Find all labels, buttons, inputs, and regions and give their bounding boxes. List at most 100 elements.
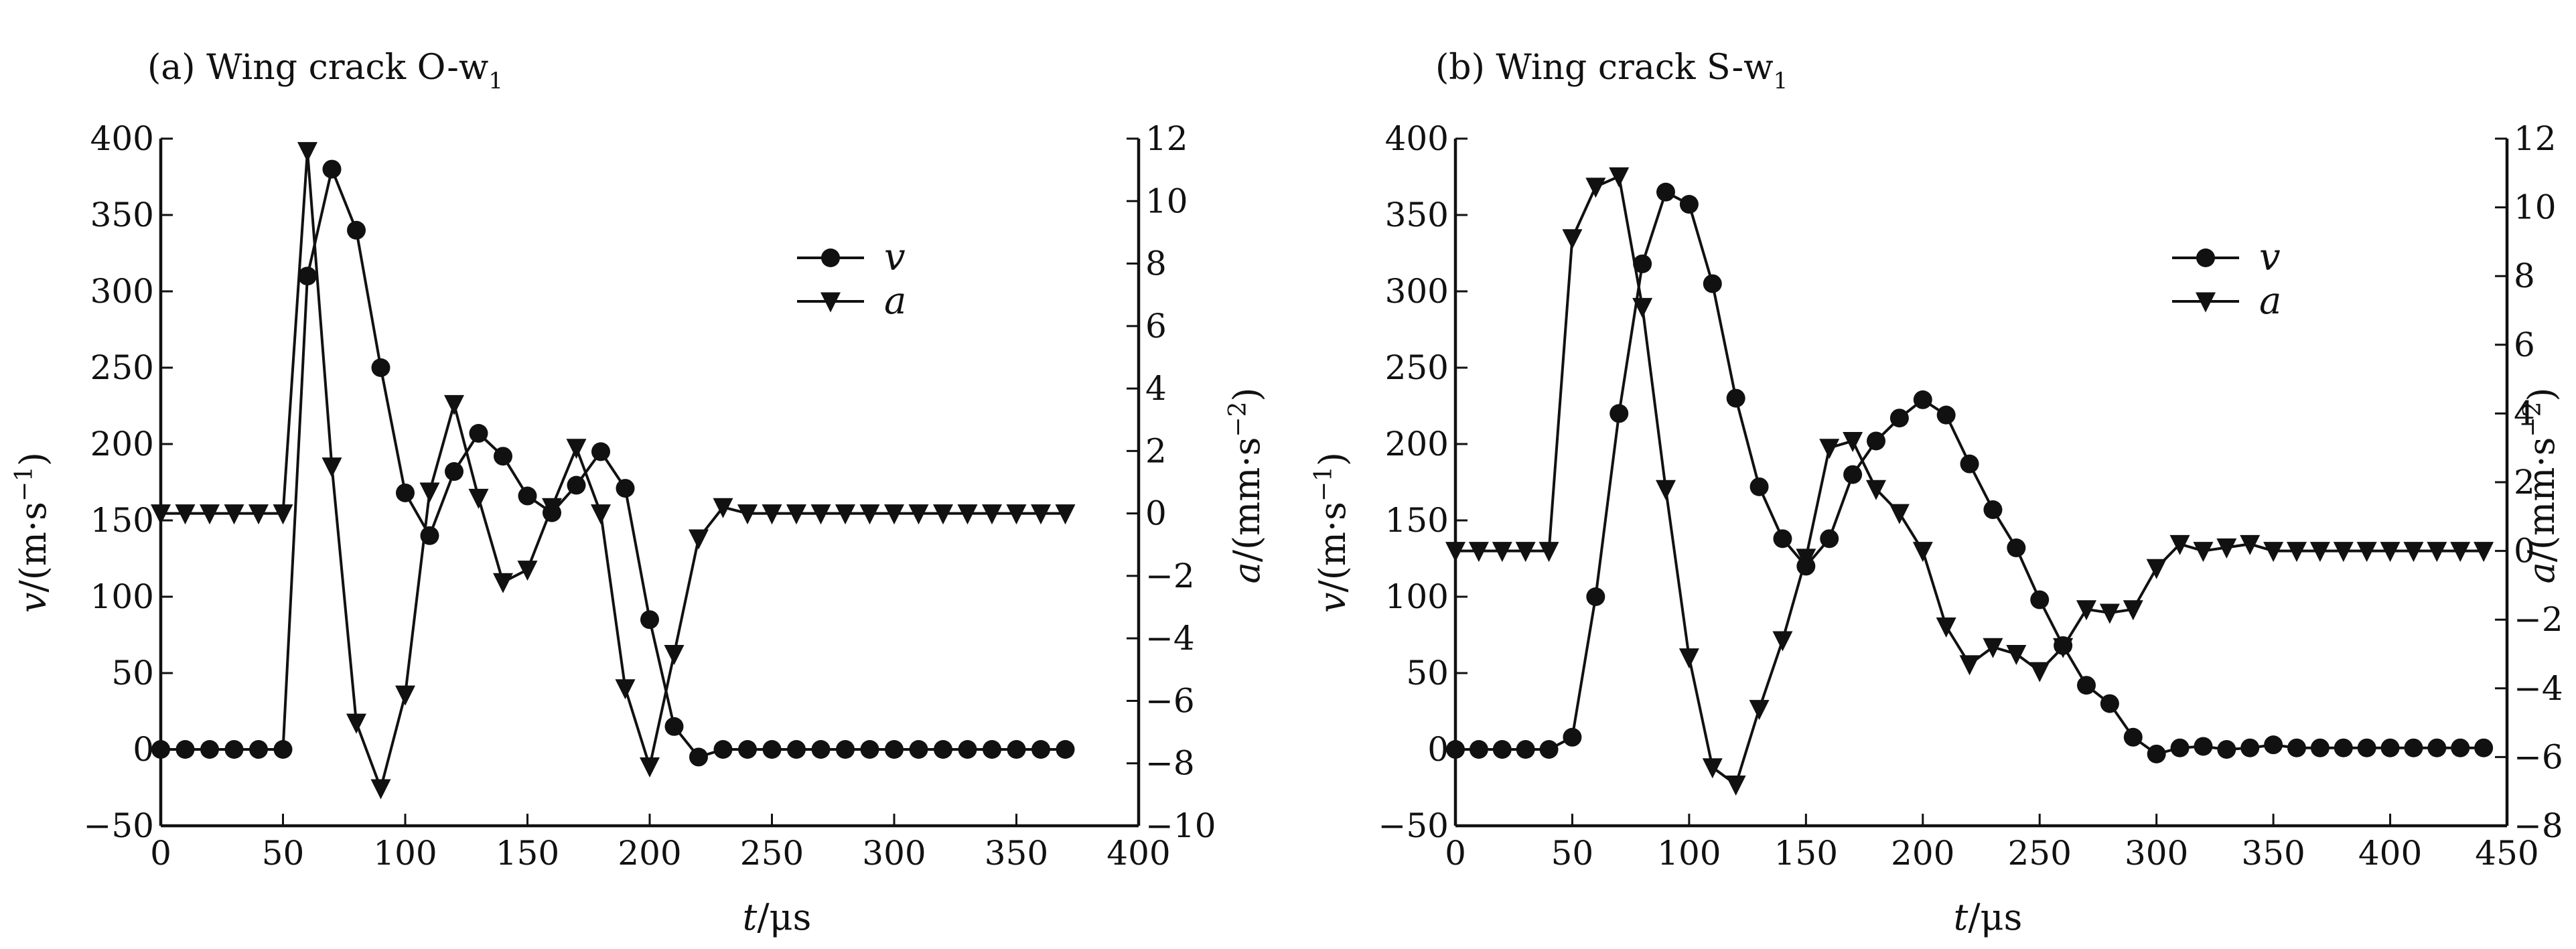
- data-point-a: [2450, 542, 2471, 563]
- data-point-v: [2427, 738, 2447, 757]
- y-left-tick-label: 100: [1385, 577, 1449, 616]
- data-point-a: [2403, 542, 2424, 563]
- data-point-a: [2309, 542, 2330, 563]
- data-point-a: [370, 779, 391, 800]
- data-point-a: [1055, 504, 1076, 525]
- data-point-v: [885, 740, 904, 759]
- data-point-a: [933, 504, 953, 525]
- data-point-a: [884, 504, 904, 525]
- data-point-v: [2310, 738, 2330, 757]
- data-point-a: [2099, 603, 2120, 624]
- chart-panel-b: (b) Wing crack S-w1 0 50 100 150 200 250 300 35…: [1288, 0, 2576, 949]
- x-tick-label: 350: [985, 834, 1048, 873]
- data-point-v: [494, 447, 512, 466]
- x-axis-label-b: t/μs: [1954, 896, 2023, 938]
- data-point-a: [2333, 542, 2354, 563]
- legend-a: va: [797, 236, 906, 323]
- y-right-tick-label: −2: [1145, 557, 1195, 595]
- data-point-a: [2076, 600, 2096, 621]
- data-point-a: [2240, 534, 2261, 555]
- data-point-a: [395, 685, 415, 706]
- data-point-v: [811, 740, 831, 759]
- data-point-v: [1960, 454, 1979, 473]
- data-point-v: [1609, 404, 1629, 423]
- y-right-tick-label: 12: [1145, 119, 1188, 158]
- data-point-a: [1492, 542, 1512, 563]
- data-point-a: [835, 504, 855, 525]
- y-left-tick-label: −50: [83, 806, 154, 845]
- y-left-axis-label-a: v/(m·s−1): [11, 452, 54, 613]
- data-point-a: [2193, 542, 2214, 563]
- data-point-v: [1656, 182, 1675, 202]
- data-point-v: [175, 740, 195, 759]
- x-tick-label: 50: [262, 834, 305, 873]
- x-tick-label: 0: [1445, 834, 1466, 873]
- data-point-a: [1843, 431, 1863, 452]
- axes-frame-a: [159, 139, 1141, 828]
- x-tick-label: 250: [2008, 834, 2072, 873]
- data-point-a: [786, 504, 806, 525]
- data-point-a: [1006, 504, 1027, 525]
- data-point-v: [396, 483, 415, 502]
- data-point-a: [859, 504, 880, 525]
- data-point-a: [1031, 504, 1051, 525]
- data-point-a: [1632, 297, 1653, 318]
- legend-marker-v: [821, 248, 840, 267]
- data-point-a: [2053, 638, 2074, 658]
- data-point-a: [664, 645, 685, 665]
- data-point-v: [2240, 738, 2260, 757]
- y-right-tick-label: −8: [1145, 744, 1195, 783]
- legend-label-v: v: [2259, 236, 2281, 279]
- y-left-tick-label: −50: [1378, 806, 1449, 845]
- y-left-axis-label-b: v/(m·s−1): [1310, 452, 1354, 613]
- y-right-tick-label: 2: [1145, 431, 1167, 470]
- data-point-a: [1725, 775, 1746, 796]
- data-point-v: [2007, 538, 2026, 558]
- data-point-v: [151, 740, 170, 759]
- data-point-a: [810, 504, 831, 525]
- x-tick-label: 50: [1551, 834, 1594, 873]
- data-point-v: [469, 424, 488, 443]
- chart-title-b: (b) Wing crack S-w1: [1435, 48, 1788, 94]
- data-point-v: [224, 740, 244, 759]
- data-point-v: [2170, 738, 2190, 757]
- data-point-v: [836, 740, 855, 759]
- y-left-tick-label: 300: [1385, 272, 1449, 311]
- data-point-v: [860, 740, 879, 759]
- series-layer-b: [1445, 167, 2494, 796]
- x-tick-label: 150: [496, 834, 559, 873]
- data-point-a: [2029, 662, 2050, 682]
- data-point-v: [762, 740, 782, 759]
- y-right-tick-label: −6: [1145, 681, 1195, 720]
- data-point-v: [1031, 740, 1050, 759]
- y-left-ticks-b: −50 0 50 100 150 200 250 300 350 400: [1378, 119, 1468, 845]
- y-right-tick-label: −4: [2514, 669, 2563, 708]
- y-left-tick-label: 150: [1385, 501, 1449, 540]
- y-left-tick-label: 400: [1385, 119, 1449, 158]
- y-left-tick-label: 150: [90, 501, 154, 540]
- data-point-v: [2194, 737, 2213, 756]
- data-point-a: [2474, 542, 2494, 563]
- data-point-a: [1983, 638, 2003, 658]
- y-right-axis-label-b: a/(mm·s−2): [2519, 388, 2563, 584]
- data-point-v: [371, 358, 390, 377]
- y-right-tick-label: 10: [1145, 181, 1188, 220]
- data-point-v: [298, 267, 317, 286]
- data-point-v: [1469, 740, 1488, 759]
- x-tick-label: 150: [1774, 834, 1838, 873]
- data-point-v: [1007, 740, 1026, 759]
- y-right-tick-label: 6: [2514, 325, 2535, 364]
- chart-svg-b: (b) Wing crack S-w1 0 50 100 150 200 250 300 35…: [1310, 48, 2563, 938]
- data-point-a: [1445, 542, 1465, 563]
- chart-svg-a: (a) Wing crack O-w1 0 50 100 150 200 250 300 35…: [11, 48, 1268, 938]
- data-point-a: [493, 573, 513, 593]
- y-left-tick-label: 200: [90, 425, 154, 463]
- data-point-v: [2357, 738, 2376, 757]
- data-point-a: [297, 142, 317, 163]
- x-tick-label: 200: [1891, 834, 1954, 873]
- y-left-tick-label: 0: [1427, 730, 1449, 769]
- data-point-v: [1516, 740, 1535, 759]
- data-point-v: [640, 610, 659, 630]
- data-point-a: [151, 504, 171, 525]
- data-point-v: [2147, 744, 2166, 763]
